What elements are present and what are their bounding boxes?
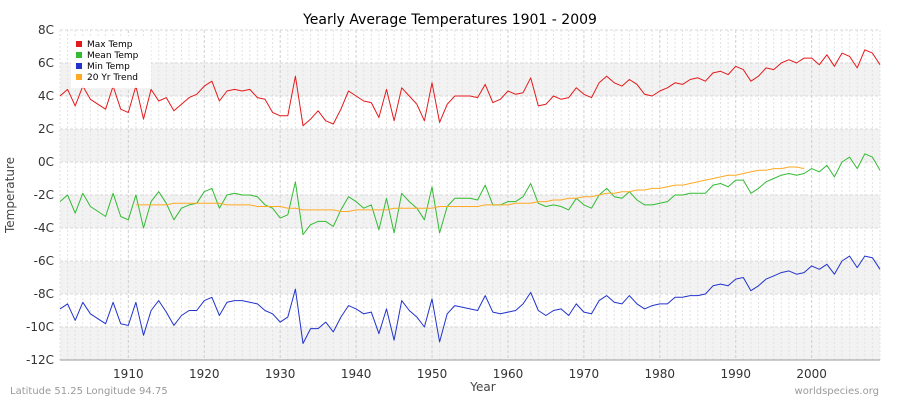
footer-source: worldspecies.org (795, 386, 879, 397)
x-tick-label: 1940 (341, 367, 372, 381)
x-tick-label: 1990 (720, 367, 751, 381)
legend-swatch-20-yr-trend (76, 74, 82, 80)
x-tick-label: 1950 (417, 367, 448, 381)
series-line-min-temp (59, 255, 881, 344)
footer-location: Latitude 51.25 Longitude 94.75 (10, 386, 168, 397)
legend-swatch-max-temp (76, 41, 82, 47)
y-tick-label: -6C (34, 254, 54, 268)
y-tick-label: 4C (38, 89, 54, 103)
y-axis: 8C 6C 4C 2C 0C -2C -4C -6C -8C -10C -12C (26, 23, 54, 367)
plot-band (60, 261, 880, 294)
legend-label-min-temp: Min Temp (87, 62, 130, 72)
plot-band (60, 129, 880, 162)
x-axis-label: Year (469, 380, 495, 394)
series-line-20-yr-trend (135, 166, 805, 212)
y-tick-label: 2C (38, 122, 54, 136)
grid (59, 29, 881, 361)
x-tick-label: 1970 (569, 367, 600, 381)
y-tick-label: 6C (38, 56, 54, 70)
y-tick-label: 8C (38, 23, 54, 37)
y-tick-label: 0C (38, 155, 54, 169)
y-tick-label: -2C (34, 188, 54, 202)
legend-label-max-temp: Max Temp (87, 40, 133, 50)
x-axis: 1910 1920 1930 1940 1950 1960 1970 1980 1990 2000 (113, 367, 827, 381)
series-line-max-temp (59, 49, 881, 127)
legend-label-mean-temp: Mean Temp (87, 51, 139, 61)
x-tick-label: 2000 (796, 367, 827, 381)
legend-box (71, 36, 151, 88)
x-tick-label: 1960 (493, 367, 524, 381)
y-axis-label: Temperature (3, 157, 17, 234)
series-lines (59, 49, 881, 344)
chart-title: Yearly Average Temperatures 1901 - 2009 (302, 12, 597, 28)
y-tick-label: -10C (26, 320, 54, 334)
legend-swatch-min-temp (76, 63, 82, 69)
legend-swatch-mean-temp (76, 52, 82, 58)
x-tick-label: 1920 (189, 367, 220, 381)
x-tick-label: 1980 (645, 367, 676, 381)
x-tick-label: 1930 (265, 367, 296, 381)
x-tick-label: 1910 (113, 367, 144, 381)
y-tick-label: -8C (34, 287, 54, 301)
y-tick-label: -4C (34, 221, 54, 235)
legend-label-20-yr-trend: 20 Yr Trend (87, 73, 138, 83)
y-tick-label: -12C (26, 353, 54, 367)
